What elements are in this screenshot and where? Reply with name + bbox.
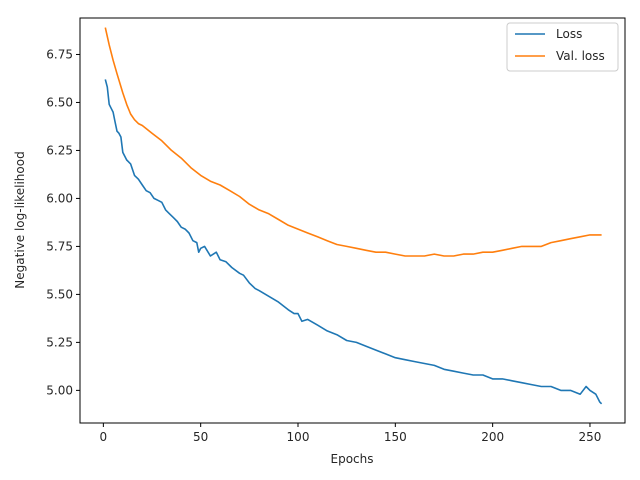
legend-box bbox=[506, 22, 619, 72]
series-line-loss bbox=[104, 79, 603, 405]
series-layer bbox=[104, 27, 603, 405]
plot-area bbox=[80, 18, 625, 423]
y-tick-label: 6.75 bbox=[46, 47, 73, 61]
y-tick-label: 6.00 bbox=[46, 191, 73, 205]
y-tick-label: 5.50 bbox=[46, 287, 73, 301]
x-axis-ticks: 0 50 100 150 200 250 bbox=[100, 423, 602, 444]
legend-label-loss: Loss bbox=[556, 27, 582, 41]
legend-label-val-loss: Val. loss bbox=[556, 49, 605, 63]
y-axis-label: Negative log-likelihood bbox=[13, 151, 27, 288]
x-tick-label: 250 bbox=[579, 430, 602, 444]
y-tick-label: 6.25 bbox=[46, 143, 73, 157]
x-tick-label: 200 bbox=[481, 430, 504, 444]
x-tick-label: 100 bbox=[287, 430, 310, 444]
plot-frame bbox=[79, 17, 626, 424]
x-tick-label: 50 bbox=[193, 430, 208, 444]
series-line-val-loss bbox=[104, 27, 602, 257]
x-tick-label: 150 bbox=[384, 430, 407, 444]
y-axis-ticks: 5.00 5.25 5.50 5.75 6.00 6.25 6.50 6.75 bbox=[46, 47, 80, 397]
y-tick-label: 6.50 bbox=[46, 95, 73, 109]
y-tick-label: 5.25 bbox=[46, 335, 73, 349]
legend: Loss Val. loss bbox=[506, 22, 619, 72]
x-axis-label: Epochs bbox=[331, 452, 374, 466]
y-tick-label: 5.00 bbox=[46, 383, 73, 397]
y-tick-label: 5.75 bbox=[46, 239, 73, 253]
x-tick-label: 0 bbox=[100, 430, 108, 444]
